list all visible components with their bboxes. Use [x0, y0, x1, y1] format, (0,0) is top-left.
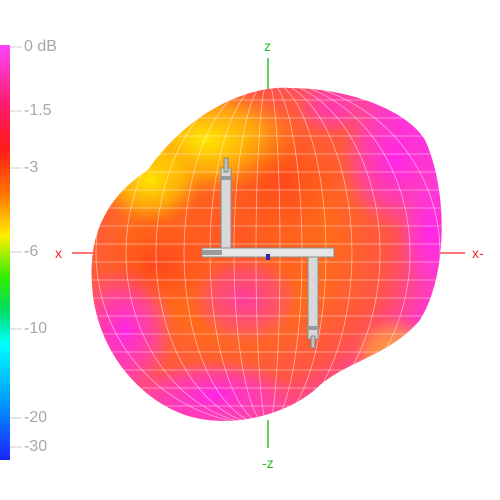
colorbar-label-minus-1-5: -1.5	[24, 102, 52, 119]
antenna-model	[201, 157, 335, 349]
axis-label-x-minus: x-	[472, 245, 484, 261]
colorbar-label-0db: 0 dB	[24, 38, 57, 55]
colorbar-label-minus-10: -10	[24, 320, 48, 337]
axis-label-x: x	[55, 245, 62, 261]
colorbar-label-minus-3: -3	[24, 159, 39, 176]
colorbar-gradient	[0, 45, 10, 460]
axis-label-z: z	[264, 38, 271, 54]
colorbar-ticks	[10, 46, 22, 448]
axis-label-minus-z: -z	[262, 455, 274, 471]
colorbar-label-minus-6: -6	[24, 243, 39, 260]
colorbar-label-minus-30: -30	[24, 438, 48, 455]
colorbar-label-minus-20: -20	[24, 409, 48, 426]
